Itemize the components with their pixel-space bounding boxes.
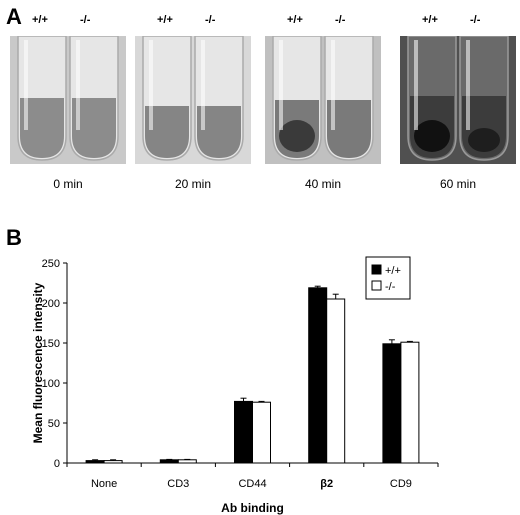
bar-wildtype <box>308 287 328 464</box>
tube <box>459 36 509 161</box>
genotype-label: -/- <box>335 14 346 26</box>
bar-wildtype <box>382 343 402 464</box>
genotype-label: +/+ <box>157 14 173 26</box>
genotype-label: +/+ <box>422 14 438 26</box>
time-label: 0 min <box>53 177 83 191</box>
bar-wildtype <box>159 459 179 464</box>
x-tick-label: β2 <box>320 478 333 490</box>
bar-knockout <box>326 298 346 464</box>
y-tick-label: 200 <box>42 298 60 310</box>
bar-knockout <box>400 341 420 464</box>
y-tick-label: 100 <box>42 378 60 390</box>
legend-label: -/- <box>385 281 396 293</box>
genotype-label: -/- <box>205 14 216 26</box>
bar-wildtype <box>85 460 105 464</box>
tube <box>194 36 244 161</box>
legend-swatch <box>371 280 382 291</box>
bar-chart: 0 50 100 150 200 250 Mean fluorescence intensi… <box>31 256 439 515</box>
legend-box <box>365 256 411 300</box>
x-tick-label: None <box>91 478 117 490</box>
tube <box>17 36 67 161</box>
bar-knockout <box>252 401 271 464</box>
y-tick-label: 50 <box>48 418 60 430</box>
tube-photo <box>400 36 516 164</box>
panel-a-letter: A <box>6 4 22 29</box>
panel-b-letter: B <box>6 225 22 250</box>
tube <box>142 36 192 161</box>
y-tick-label: 0 <box>54 458 60 470</box>
genotype-label: +/+ <box>32 14 48 26</box>
tube <box>407 36 457 161</box>
genotype-label: -/- <box>470 14 481 26</box>
time-label: 60 min <box>439 177 477 191</box>
tube-photo <box>10 36 126 164</box>
legend-label: +/+ <box>385 265 401 277</box>
x-axis-label: Ab binding <box>221 501 284 515</box>
tube <box>69 36 119 161</box>
tube-photo <box>265 36 381 164</box>
genotype-label: -/- <box>80 14 91 26</box>
x-tick-label: CD9 <box>390 478 412 490</box>
y-axis-label: Mean fluorescence intensity <box>31 282 45 443</box>
time-label: 20 min <box>174 177 212 191</box>
bar-knockout <box>177 459 197 464</box>
legend-swatch <box>371 264 382 275</box>
time-label: 40 min <box>304 177 342 191</box>
x-tick-label: CD44 <box>238 478 266 490</box>
x-tick-label: CD3 <box>167 478 189 490</box>
tube <box>272 36 322 161</box>
bar-knockout <box>103 460 123 464</box>
bar-wildtype <box>234 400 253 464</box>
y-tick-label: 150 <box>42 338 60 350</box>
tube <box>324 36 374 161</box>
tube-photo <box>135 36 251 164</box>
y-tick-label: 250 <box>42 258 60 270</box>
genotype-label: +/+ <box>287 14 303 26</box>
